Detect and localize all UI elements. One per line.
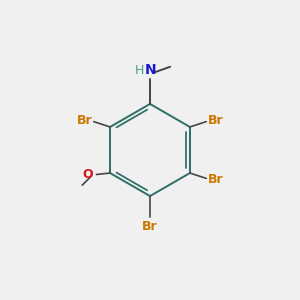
Text: Br: Br — [142, 220, 158, 233]
Text: Br: Br — [208, 173, 224, 186]
Text: O: O — [82, 168, 93, 181]
Text: H: H — [135, 64, 144, 77]
Text: N: N — [145, 63, 157, 77]
Text: Br: Br — [208, 114, 224, 127]
Text: Br: Br — [76, 114, 92, 127]
